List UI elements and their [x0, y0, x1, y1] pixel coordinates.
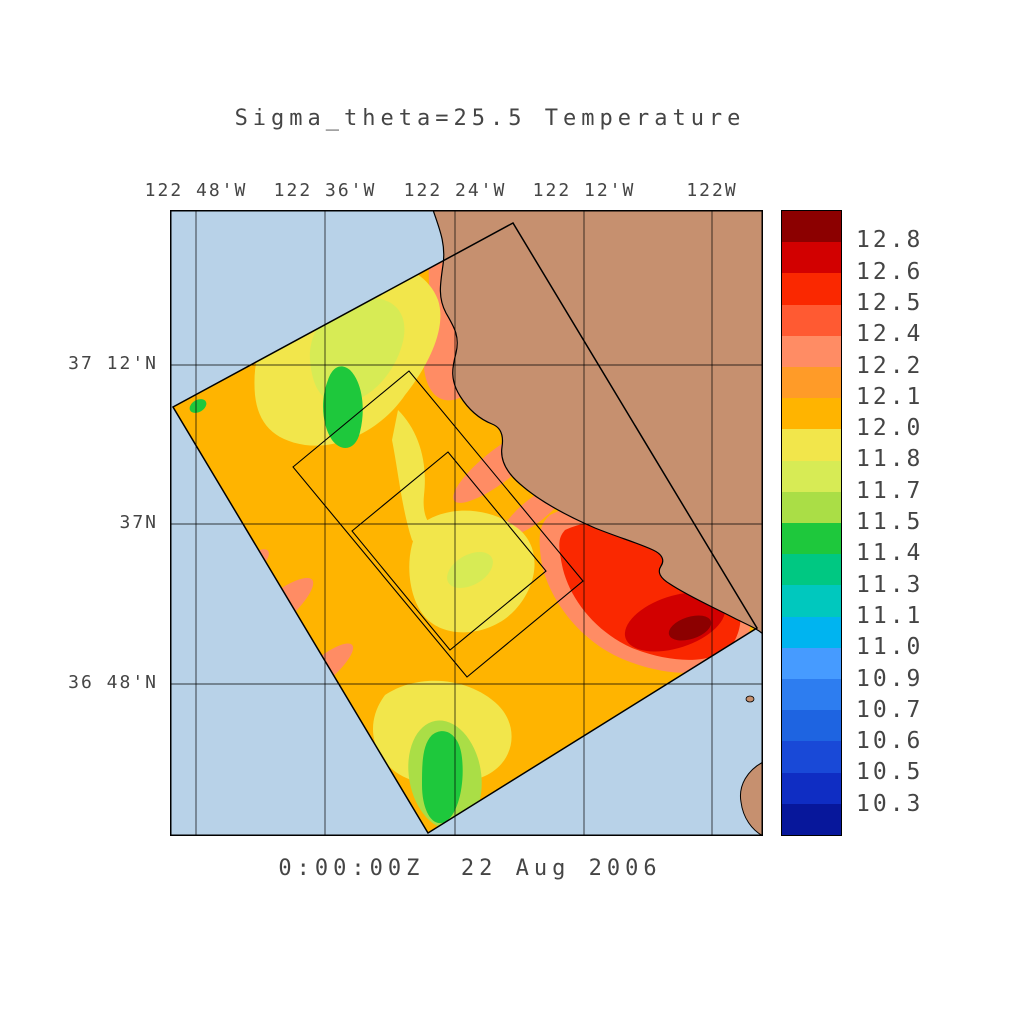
- colorbar-tick-label: 10.6: [856, 728, 924, 755]
- contour-region: [624, 592, 726, 652]
- land-mass: [432, 209, 764, 636]
- colorbar-tick-label: 10.7: [856, 696, 924, 723]
- nested-domain-outline-outer: [292, 370, 584, 678]
- colorbar-segment: [782, 554, 841, 586]
- colorbar-tick-label: 11.4: [856, 540, 924, 567]
- colorbar-tick-label: 12.8: [856, 227, 924, 254]
- contour-region: [392, 410, 438, 545]
- colorbar-tick-label: 12.4: [856, 321, 924, 348]
- colorbar-tick-label: 12.0: [856, 415, 924, 442]
- colorbar-segment: [782, 304, 841, 336]
- colorbar-segment: [782, 460, 841, 492]
- colorbar-tick-label: 11.8: [856, 446, 924, 473]
- colorbar-tick-label: 11.7: [856, 477, 924, 504]
- colorbar-segment: [782, 211, 841, 243]
- x-axis-tick-label: 122 36'W: [273, 180, 377, 201]
- colorbar: [781, 210, 842, 836]
- y-axis-tick-label: 36 48'N: [68, 672, 158, 693]
- colorbar-segment: [782, 398, 841, 430]
- colorbar-segment: [782, 647, 841, 680]
- x-axis-tick-label: 122 24'W: [403, 180, 507, 201]
- colorbar-segment: [782, 491, 841, 524]
- colorbar-segment: [782, 710, 841, 742]
- x-axis-tick-label: 122 48'W: [144, 180, 248, 201]
- colorbar-segment: [782, 772, 841, 804]
- nested-domain-outline-inner: [351, 451, 547, 651]
- colorbar-segment: [782, 803, 841, 836]
- colorbar-tick-label: 11.3: [856, 571, 924, 598]
- colorbar-segment: [782, 679, 841, 711]
- colorbar-tick-label: 10.9: [856, 665, 924, 692]
- colorbar-segment: [782, 273, 841, 305]
- colorbar-tick-label: 12.6: [856, 258, 924, 285]
- colorbar-tick-label: 11.5: [856, 509, 924, 535]
- contour-region: [422, 731, 463, 824]
- model-domain-outline: [171, 221, 759, 835]
- y-axis-tick-label: 37 12'N: [68, 353, 158, 374]
- contour-region: [189, 399, 207, 413]
- colorbar-tick-label: 12.5: [856, 289, 924, 316]
- land-patch-south: [739, 761, 764, 837]
- map-area: [170, 209, 764, 837]
- y-axis-tick-label: 37N: [119, 512, 158, 533]
- contour-region: [323, 366, 363, 448]
- colorbar-tick-label: 12.1: [856, 383, 924, 410]
- colorbar-tick-label: 11.0: [856, 634, 924, 661]
- colorbar-tick-label: 10.3: [856, 790, 924, 817]
- colorbar-segment: [782, 523, 841, 555]
- colorbar-segment: [782, 335, 841, 368]
- gridlines: [170, 210, 763, 836]
- colorbar-segment: [782, 429, 841, 461]
- colorbar-segment: [782, 367, 841, 399]
- x-axis-tick-label: 122W: [686, 180, 738, 201]
- timestamp-label: 0:00:00Z 22 Aug 2006: [278, 856, 662, 881]
- small-island: [745, 695, 755, 703]
- contour-region: [447, 551, 493, 589]
- colorbar-segment: [782, 616, 841, 648]
- colorbar-tick-label: 10.5: [856, 759, 924, 786]
- colorbar-segment: [782, 585, 841, 617]
- colorbar-segment: [782, 242, 841, 274]
- colorbar-segment: [782, 741, 841, 773]
- colorbar-tick-label: 12.2: [856, 352, 924, 379]
- plot-title: Sigma_theta=25.5 Temperature: [234, 106, 746, 131]
- plot-frame: [170, 210, 763, 836]
- contour-region: [668, 615, 712, 641]
- x-axis-tick-label: 122 12'W: [532, 180, 636, 201]
- map-plot: [170, 209, 764, 837]
- colorbar-tick-label: 11.1: [856, 602, 924, 629]
